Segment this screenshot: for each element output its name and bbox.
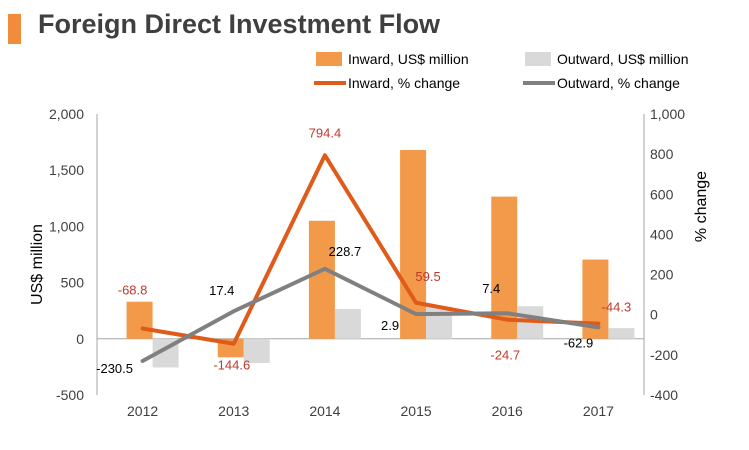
inward-change-label: -144.6 [213,358,250,373]
outward-bar [426,306,453,339]
legend-outward-line-label: Outward, % change [557,75,680,91]
x-tick-label: 2014 [309,403,340,419]
inward-change-label: 59.5 [415,269,440,284]
outward-bar [608,328,635,339]
data-labels: -68.8 -144.6 794.4 59.5 -24.7 -44.3 -230.5 17.4… [96,125,631,376]
x-tick-label: 2013 [218,403,249,419]
right-tick-label: 1,000 [650,106,685,122]
outward-change-label: 7.4 [482,281,500,296]
right-tick-label: 0 [650,307,658,323]
left-axis-title: US$ million [29,224,46,305]
page-title: Foreign Direct Investment Flow [38,9,441,39]
inward-change-label: -68.8 [118,283,148,298]
outward-change-label: 2.9 [381,318,399,333]
outward-change-label: -62.9 [564,335,594,350]
outward-change-label: 17.4 [209,283,234,298]
outward-change-line [140,266,601,363]
legend-inward-bar-swatch [316,52,342,66]
legend: Inward, US$ million Outward, US$ million I… [314,51,689,91]
right-tick-label: 600 [650,186,674,202]
inward-bar [126,301,153,339]
inward-change-label: -44.3 [602,300,632,315]
left-tick-label: 1,500 [49,162,84,178]
left-tick-label: 0 [76,331,84,347]
outward-bar [334,309,361,339]
legend-inward-line-label: Inward, % change [348,75,460,91]
x-tick-label: 2012 [127,403,158,419]
legend-outward-bar-swatch [525,52,551,66]
right-tick-label: -200 [650,347,678,363]
inward-change-line [140,153,601,346]
x-tick-label: 2015 [401,403,432,419]
right-axis-title: % change [693,171,710,242]
legend-inward-bar-label: Inward, US$ million [348,51,469,67]
inward-change-label: -24.7 [490,348,520,363]
outward-change-label: -230.5 [96,361,133,376]
title-accent-bar [8,14,21,44]
outward-bar [243,338,270,363]
left-tick-label: 500 [61,275,85,291]
legend-outward-bar-label: Outward, US$ million [557,51,689,67]
inward-bar [308,220,335,339]
left-tick-label: 2,000 [49,106,84,122]
right-tick-label: 200 [650,267,674,283]
left-tick-label: 1,000 [49,218,84,234]
left-tick-label: -500 [56,387,84,403]
x-tick-label: 2016 [492,403,523,419]
bars [126,149,635,368]
right-tick-label: 400 [650,226,674,242]
outward-change-label: 228.7 [329,244,362,259]
right-tick-label: 800 [650,146,674,162]
x-tick-label: 2017 [583,403,614,419]
inward-change-label: 794.4 [309,125,342,140]
right-tick-label: -400 [650,387,678,403]
lines [140,153,601,363]
axes: -500 0 500 1,000 1,500 2,000 -400 -200 0 200 400 60… [29,106,710,419]
